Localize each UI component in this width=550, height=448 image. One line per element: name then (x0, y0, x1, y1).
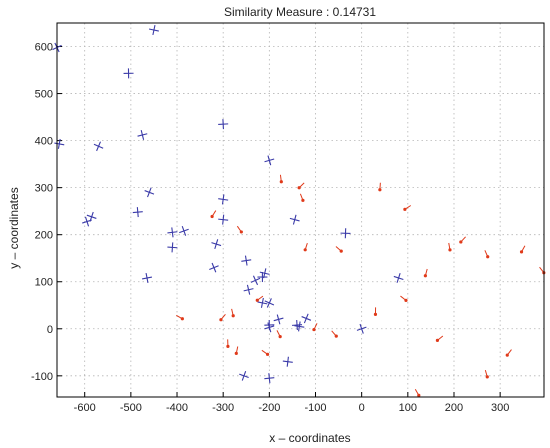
y-tick-label: -100 (31, 371, 53, 383)
data-points (52, 25, 546, 397)
x-tick-label: 100 (399, 402, 417, 414)
y-tick-label: 300 (35, 183, 53, 195)
arrow-marker (335, 246, 343, 253)
plus-marker (167, 242, 178, 253)
arrow-marker (435, 335, 444, 342)
plus-marker (273, 314, 284, 325)
x-axis-label: x – coordinates (269, 431, 350, 445)
plus-marker (148, 25, 159, 36)
plus-marker (209, 262, 219, 273)
plus-marker (123, 68, 134, 79)
plus-marker (241, 255, 252, 266)
plus-marker (142, 272, 153, 283)
x-tick-label: 300 (491, 402, 509, 414)
y-axis-label: y – coordinates (7, 187, 21, 268)
plus-marker (301, 313, 312, 324)
x-tick-label: -200 (258, 402, 280, 414)
axes: -600 -500 -400 -300 -200 -100 0 100 200 300 -100 0 1… (31, 42, 509, 414)
arrow-marker (261, 349, 270, 356)
arrow-marker (303, 242, 308, 252)
arrow-marker (234, 346, 239, 355)
arrow-marker (459, 236, 466, 244)
arrow-marker (403, 205, 412, 211)
plus-marker (167, 227, 178, 238)
y-tick-label: 400 (35, 136, 53, 148)
y-tick-label: 0 (47, 324, 53, 336)
arrow-marker (312, 323, 318, 332)
arrow-marker (219, 314, 226, 322)
plus-marker (340, 228, 351, 239)
plus-marker (239, 370, 249, 381)
arrow-marker (505, 349, 512, 357)
plus-marker (250, 275, 261, 286)
plus-marker (257, 297, 268, 308)
arrow-marker (448, 242, 452, 252)
arrow-marker (373, 307, 378, 317)
arrow-marker (331, 330, 338, 338)
plus-marker (211, 239, 222, 250)
plus-marker (264, 155, 275, 166)
arrow-marker (414, 389, 421, 397)
plus-marker (218, 119, 229, 130)
x-tick-label: -400 (166, 402, 188, 414)
x-tick-label: 0 (359, 402, 365, 414)
arrow-marker (484, 250, 490, 259)
plus-marker (132, 207, 143, 218)
arrow-marker (255, 295, 264, 302)
y-tick-label: 600 (35, 42, 53, 54)
arrow-marker (400, 295, 408, 302)
arrow-marker (484, 369, 489, 379)
plus-marker (294, 321, 305, 332)
plus-marker (257, 272, 268, 283)
arrow-marker (378, 182, 382, 192)
plus-marker (356, 323, 367, 334)
arrow-marker (297, 182, 305, 190)
y-tick-label: 100 (35, 277, 53, 289)
plus-marker (292, 319, 303, 331)
plus-marker (264, 322, 275, 333)
x-tick-label: -600 (74, 402, 96, 414)
arrow-marker (276, 330, 282, 339)
plus-marker (137, 129, 148, 140)
arrow-marker (279, 174, 283, 184)
plus-marker (179, 226, 189, 236)
plus-marker (264, 373, 275, 384)
plus-marker (54, 138, 65, 149)
plus-marker (218, 194, 229, 205)
x-tick-label: -500 (120, 402, 142, 414)
y-tick-label: 500 (35, 89, 53, 101)
arrow-marker (226, 339, 230, 348)
x-tick-label: -100 (304, 402, 326, 414)
arrow-marker (236, 225, 243, 234)
x-tick-label: 200 (445, 402, 463, 414)
plus-marker (218, 214, 229, 225)
plus-marker (393, 273, 404, 283)
plus-marker (144, 187, 155, 198)
chart-title: Similarity Measure : 0.14731 (224, 5, 376, 19)
arrow-marker (231, 308, 235, 318)
plus-marker (93, 141, 104, 152)
plus-marker (289, 214, 300, 225)
arrow-marker (299, 193, 305, 202)
arrow-marker (519, 245, 526, 254)
plus-marker (282, 356, 293, 367)
plus-marker (86, 211, 97, 222)
plot-frame (56, 22, 545, 398)
plus-marker (264, 298, 275, 308)
arrow-marker (176, 314, 184, 321)
grid-lines (57, 23, 544, 397)
arrow-marker (539, 266, 546, 275)
arrow-marker (210, 210, 217, 219)
plus-marker (243, 284, 254, 295)
arrow-marker (423, 268, 428, 278)
y-tick-label: 200 (35, 230, 53, 242)
x-tick-label: -300 (212, 402, 234, 414)
